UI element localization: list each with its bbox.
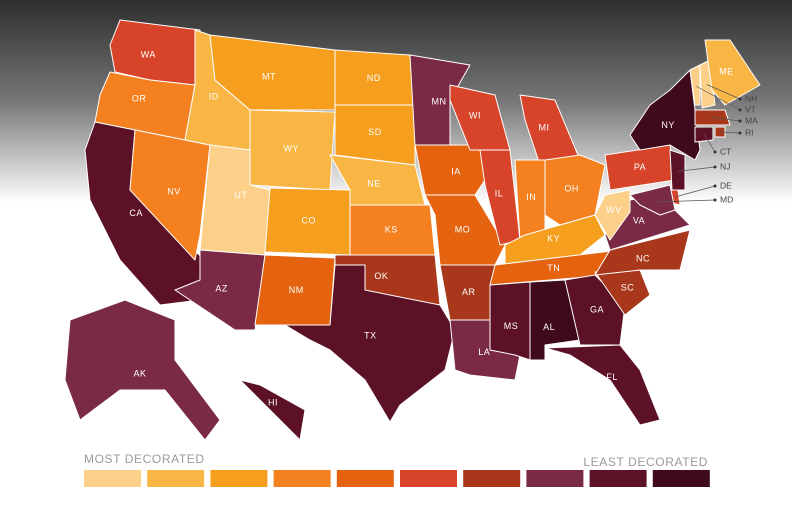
state-label: NJ	[720, 161, 730, 171]
state-label: SC	[621, 282, 635, 292]
callout-line	[696, 85, 741, 111]
state-label: TX	[364, 331, 377, 341]
callout-dot	[738, 119, 742, 123]
state-label: IL	[495, 188, 504, 198]
legend-swatch	[463, 470, 521, 487]
callout-dot	[713, 165, 717, 169]
state-label: PA	[634, 162, 646, 172]
state	[284, 264, 456, 423]
state-label: NC	[636, 253, 650, 263]
labels: WA OR CA NV ID MT WY UT AZ CO NM ND SD NE KS OK TX MN IA MO…	[129, 50, 758, 408]
state	[594, 189, 631, 241]
state-label: MS	[504, 321, 519, 331]
state-label: AK	[133, 368, 146, 378]
legend-swatch	[400, 470, 457, 487]
state-label: TN	[547, 263, 560, 273]
legend-least: LEAST DECORATED	[583, 455, 708, 469]
state-label: OR	[132, 93, 147, 103]
state	[209, 34, 336, 111]
state-label: MN	[432, 96, 447, 106]
callout-line	[703, 133, 716, 153]
state-label: AR	[462, 287, 476, 297]
state	[414, 144, 486, 196]
legend-swatch	[273, 470, 331, 487]
state-label: MI	[539, 122, 550, 132]
legend-swatch	[526, 470, 584, 487]
state-label: ID	[209, 91, 219, 101]
state	[704, 39, 761, 106]
callout-line	[674, 185, 716, 198]
state	[64, 299, 221, 441]
legend-most: MOST DECORATED	[84, 452, 205, 466]
legend-swatch	[652, 470, 710, 487]
callout-dot	[738, 97, 742, 101]
legend	[84, 470, 710, 487]
state-label: WA	[141, 50, 156, 60]
callout-line	[706, 84, 741, 100]
state-label: CA	[129, 208, 143, 218]
state-label: CT	[720, 146, 731, 156]
state-label: VT	[745, 104, 756, 114]
callout-dot	[713, 150, 717, 154]
state-label: RI	[745, 127, 754, 137]
states	[64, 19, 761, 441]
state-label: NY	[661, 120, 675, 130]
callout-line	[654, 199, 716, 203]
state-label: KY	[547, 234, 560, 244]
state-label: AL	[543, 322, 555, 332]
state	[669, 149, 686, 191]
state-label: WY	[284, 144, 300, 154]
state-label: UT	[234, 190, 247, 200]
callout-dot	[713, 198, 717, 202]
state	[689, 64, 701, 106]
state-label: FL	[606, 372, 618, 382]
state-label: HI	[268, 397, 278, 407]
state-label: VA	[633, 215, 645, 225]
state-label: MA	[745, 115, 758, 125]
state	[544, 344, 661, 426]
callout-dot	[738, 131, 742, 135]
state-label: ND	[367, 73, 381, 83]
callout-line	[711, 117, 741, 122]
state-label: WV	[606, 205, 622, 215]
state-label: LA	[478, 347, 490, 357]
state	[594, 229, 691, 276]
callout-line	[677, 166, 716, 172]
legend-swatch	[84, 470, 141, 487]
legend-swatch	[147, 470, 205, 487]
legend-swatch	[210, 470, 268, 487]
state-label: AZ	[215, 284, 228, 294]
callout-dot	[713, 184, 717, 188]
state	[239, 379, 306, 441]
state-label: IN	[526, 192, 536, 202]
state-label: SD	[368, 127, 382, 137]
legend-swatch	[336, 470, 394, 487]
state-label: OH	[564, 184, 579, 194]
state-label: OK	[374, 271, 388, 281]
state-label: IA	[451, 166, 461, 176]
state-label: GA	[590, 304, 604, 314]
legend-swatch	[589, 470, 647, 487]
state-label: CO	[302, 216, 317, 226]
callout-dot	[738, 108, 742, 112]
state	[629, 69, 701, 161]
state	[409, 54, 471, 146]
state	[489, 281, 531, 361]
state-label: NM	[289, 285, 304, 295]
state	[629, 184, 676, 216]
state-label: DE	[720, 180, 732, 190]
callout-line	[719, 131, 741, 134]
state-label: MO	[455, 224, 471, 234]
state-label: WI	[469, 110, 481, 120]
state-label: ME	[719, 66, 734, 76]
state-label: NV	[167, 186, 181, 196]
state-label: MT	[262, 71, 276, 81]
state-label: KS	[385, 224, 398, 234]
state-label: NE	[367, 178, 381, 188]
state-label: MD	[720, 194, 733, 204]
state-label: NH	[745, 93, 757, 103]
